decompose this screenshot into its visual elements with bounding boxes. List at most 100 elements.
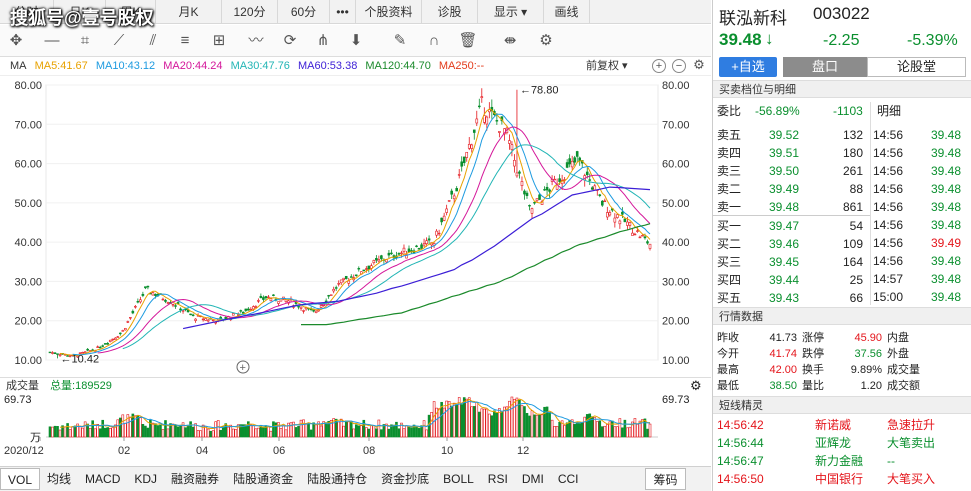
volume-bar	[508, 400, 511, 438]
arrow-down-icon[interactable]: ⬇	[349, 32, 363, 49]
zoom-out-icon[interactable]: −	[672, 59, 686, 73]
shortline-item[interactable]: 14:56:42 新诺威 急速拉升	[717, 416, 969, 434]
top-tab-6[interactable]: •••	[330, 0, 356, 24]
x-axis-label: 12	[517, 445, 529, 457]
volume-bar	[563, 425, 566, 438]
buy-level-price: 39.47	[769, 219, 800, 233]
weibi-label: 委比	[717, 104, 742, 118]
buy-level-row: 买二 39.46 109	[717, 235, 877, 253]
quote-value: 38.50	[769, 380, 797, 392]
indicator-tab-0[interactable]: VOL	[0, 468, 41, 490]
top-tab-7[interactable]: 个股资料	[356, 0, 422, 24]
candle-body	[467, 144, 471, 149]
trade-tick-row: 14:56 39.48	[873, 198, 969, 216]
adjust-dropdown[interactable]: 前复权 ▾	[586, 60, 628, 72]
candle-body	[164, 299, 167, 302]
volume-bar	[440, 401, 443, 438]
top-tab-8[interactable]: 诊股	[422, 0, 478, 24]
shortline-item[interactable]: 14:56:44 亚辉龙 大笔卖出	[717, 434, 969, 452]
crosshair-icon[interactable]: ✥	[9, 32, 23, 49]
indicator-tab-5[interactable]: 陆股通资金	[233, 472, 294, 486]
volume-bar	[520, 405, 524, 438]
shortline-stock[interactable]: 亚辉龙	[815, 436, 852, 450]
top-tab-5[interactable]: 60分	[278, 0, 330, 24]
indicator-tab-9[interactable]: RSI	[487, 472, 508, 486]
volume-bar	[304, 423, 308, 438]
quote-row: 昨收 41.73 涨停 45.90 内盘	[717, 329, 969, 347]
chart-settings-icon[interactable]: ⚙	[693, 57, 705, 72]
candle-body	[103, 343, 107, 345]
fib-tool-icon[interactable]: ≡	[180, 32, 190, 49]
crop-icon[interactable]: ⌗	[80, 32, 90, 49]
candle-body	[231, 313, 235, 316]
candle-body	[510, 144, 514, 150]
shortline-item[interactable]: 14:56:50 中国银行 大笔买入	[717, 470, 969, 488]
volume-bar	[485, 408, 489, 438]
magnet-icon[interactable]: ∩	[428, 32, 440, 49]
line-tool-icon[interactable]: —	[44, 32, 60, 49]
indicator-tab-6[interactable]: 陆股通持仓	[307, 472, 368, 486]
volume-bar	[88, 428, 92, 438]
volume-bar	[611, 420, 614, 438]
indicator-tab-3[interactable]: KDJ	[134, 472, 158, 486]
top-tab-10[interactable]: 画线	[544, 0, 590, 24]
indicator-tab-11[interactable]: CCI	[557, 472, 579, 486]
tab-pankou[interactable]: 盘口	[783, 57, 867, 77]
wave-icon[interactable]: 〰	[248, 32, 264, 49]
candle-body	[189, 313, 192, 316]
expand-icon[interactable]: ⇼	[503, 32, 517, 49]
indicator-tab-8[interactable]: BOLL	[443, 472, 474, 486]
shortline-item[interactable]: 14:56:47 新力金融 --	[717, 452, 969, 470]
shortline-stock[interactable]: 中国银行	[815, 472, 864, 486]
tab-lungutang[interactable]: 论股堂	[867, 57, 966, 77]
fan-tool-icon[interactable]: ⟋	[113, 32, 125, 49]
candle-body	[621, 211, 624, 215]
indicator-tab-1[interactable]: 均线	[47, 472, 72, 486]
candlestick-chart[interactable]: 80.00 80.00 70.00 70.00 60.00 60.00 50.00 50.00…	[0, 75, 711, 375]
pitchfork-icon[interactable]: ⋔	[316, 32, 330, 49]
sell-level-row: 卖四 39.51 180	[717, 144, 877, 162]
indicator-tab-4[interactable]: 融资融券	[171, 472, 220, 486]
volume-settings-icon[interactable]: ⚙	[690, 378, 702, 393]
volume-ma5-line	[59, 398, 651, 429]
candle-body	[528, 204, 531, 207]
indicator-tab-10[interactable]: DMI	[521, 472, 544, 486]
top-tab-1[interactable]: 日K	[54, 0, 106, 24]
volume-bar	[528, 415, 531, 438]
candle-body	[558, 178, 561, 182]
y-tick-right: 80.00	[662, 80, 690, 92]
top-tab-4[interactable]: 120分	[222, 0, 278, 24]
buy-level-row: 买四 39.44 25	[717, 271, 877, 289]
candle-body	[284, 299, 288, 302]
top-tab-3[interactable]: 月K	[156, 0, 222, 24]
add-indicator-icon[interactable]	[236, 360, 250, 374]
indicator-tab-7[interactable]: 资金抄底	[381, 472, 430, 486]
settings-icon[interactable]: ⚙	[539, 32, 553, 49]
volume-header: 成交量 总量:189529 ⚙	[0, 377, 711, 393]
candle-body	[134, 306, 137, 308]
volume-bar	[583, 416, 587, 438]
parallel-tool-icon[interactable]: ⫽	[149, 32, 157, 49]
sell-level-price: 39.51	[769, 146, 800, 160]
trash-icon[interactable]: 🗑	[458, 32, 478, 49]
cycle-icon[interactable]: ⟳	[283, 32, 297, 49]
shortline-stock[interactable]: 新诺威	[815, 418, 852, 432]
top-tab-9[interactable]: 显示 ▾	[478, 0, 544, 24]
indicator-tab-2[interactable]: MACD	[85, 472, 121, 486]
volume-bar	[370, 425, 373, 438]
pen-icon[interactable]: ✎	[393, 32, 407, 49]
candle-body	[347, 280, 351, 284]
measure-icon[interactable]: ⊞	[212, 32, 226, 49]
candle-body	[437, 232, 441, 235]
top-tab-0[interactable]: 分时	[0, 0, 54, 24]
top-tab-2[interactable]: 周K	[106, 0, 156, 24]
trade-tick-time: 14:56	[873, 164, 904, 178]
add-indicator-plus-icon[interactable]: +	[240, 362, 246, 374]
add-watchlist-button[interactable]: +自选	[719, 57, 777, 77]
trade-tick-row: 14:56 39.48	[873, 216, 969, 234]
volume-unit: 万	[30, 432, 41, 444]
shortline-stock[interactable]: 新力金融	[815, 454, 864, 468]
volume-bar	[73, 425, 77, 438]
indicator-tab-12[interactable]: 筹码	[645, 468, 686, 490]
zoom-in-icon[interactable]: +	[652, 59, 666, 73]
